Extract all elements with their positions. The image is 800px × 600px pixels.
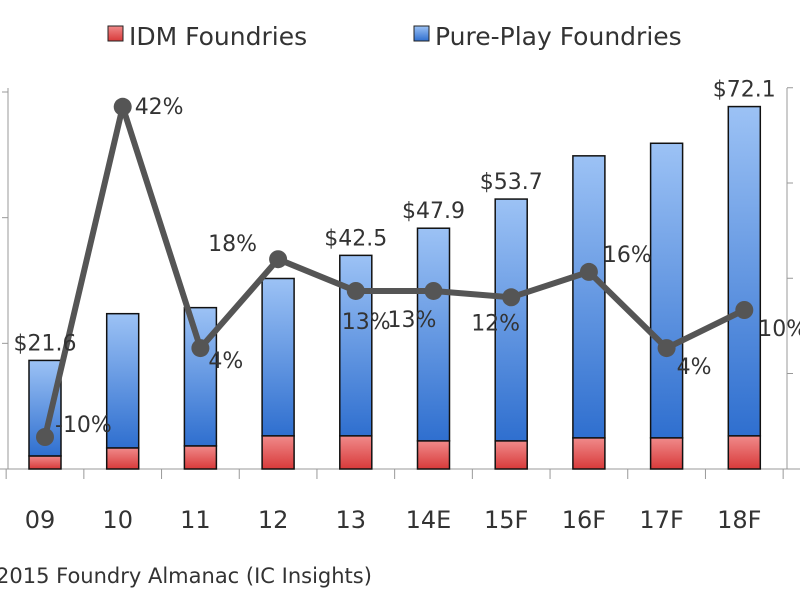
total-label: $21.6 [14,331,77,356]
growth-point [502,288,521,307]
growth-label: 12% [471,311,520,336]
x-tick-label: 12 [258,506,289,534]
legend-swatch [107,25,124,42]
growth-point [191,339,210,358]
bar-pure-play [261,277,295,437]
growth-label: 4% [677,355,712,380]
growth-point [579,262,598,281]
bar-idm [339,435,373,470]
legend: IDM Foundries Pure-Play Foundries [107,22,682,51]
bar-idm [261,435,295,470]
growth-line-path [42,103,746,438]
bar-idm [28,455,62,470]
x-tick-label: 09 [25,506,56,534]
growth-point [424,281,443,300]
total-label: $42.5 [324,226,387,251]
x-tick-label: 18F [717,506,761,534]
growth-label: 10% [758,317,800,342]
growth-label: -10% [55,413,112,438]
bar-pure-play [416,227,451,442]
bar-pure-play [649,142,684,439]
x-tick-labels: 09 10 11 12 13 14E 15F 16F 17F 18F [25,506,762,534]
growth-point [657,339,676,358]
bar-pure-play [183,306,218,447]
bar-idm [494,440,528,470]
growth-point [346,281,365,300]
x-tick-label: 14E [406,506,452,534]
growth-point [735,301,754,319]
growth-point [113,97,132,116]
legend-label: Pure-Play Foundries [435,22,682,51]
growth-label: 16% [603,243,652,268]
total-label: $47.9 [402,199,465,224]
x-tick-label: 10 [102,506,133,534]
legend-swatch [413,25,430,42]
growth-label: 4% [208,349,243,374]
data-labels: $21.6 $42.5 $47.9 $53.7 $72.1 -10% 42% 4% 18% 13%… [14,78,800,438]
bar-idm [727,435,762,470]
growth-label: 18% [208,232,257,257]
bar-pure-play [572,155,606,439]
x-tick-label: 17F [639,506,683,534]
x-tick-label: 16F [562,506,606,534]
bar-pure-play [494,198,528,442]
bar-idm [416,440,451,470]
legend-label: IDM Foundries [129,22,307,51]
bar-pure-play [105,312,140,449]
growth-point [269,250,288,269]
x-tick-label: 15F [484,506,528,534]
bar-pure-play [727,105,762,437]
growth-label: 42% [135,95,184,120]
total-label: $72.1 [713,78,776,103]
x-tick-label: 11 [180,506,211,534]
bar-idm [183,445,218,470]
bar-idm [572,437,606,470]
bar-idm [649,437,684,470]
x-tick-label: 13 [336,506,367,534]
growth-line [36,97,754,446]
bars [28,105,762,470]
growth-label: 13% [388,308,437,333]
growth-label: 13% [342,310,391,335]
source-note: 2015 Foundry Almanac (IC Insights) [0,564,372,588]
growth-point [36,428,54,446]
bar-idm [105,447,140,470]
total-label: $53.7 [480,170,543,195]
